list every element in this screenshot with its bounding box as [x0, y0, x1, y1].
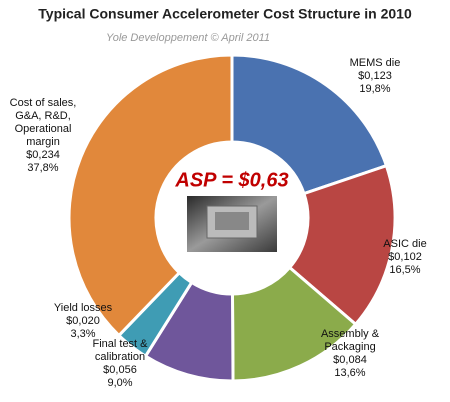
category-label: ASIC die	[383, 238, 427, 250]
cost-label: $0,084	[333, 354, 367, 366]
segment-label: Cost of sales, G&A, R&D, Operational mar…	[1, 97, 85, 175]
segment-label: ASIC die $0,102 16,5%	[370, 238, 440, 277]
value-label: 13,6%	[334, 367, 366, 379]
annotation: ASP = $0,63	[174, 169, 288, 191]
category-label: MEMS die	[349, 57, 401, 69]
value-label: 37,8%	[27, 162, 59, 174]
chart-subtitle: Yole Developpement © April 2011	[106, 32, 270, 44]
segment-label: Final test & calibration $0,056 9,0%	[80, 338, 160, 390]
category-label: Yield losses	[53, 302, 113, 314]
segment	[67, 53, 234, 338]
cost-label: $0,056	[103, 364, 137, 376]
segment	[287, 163, 397, 327]
segment	[230, 53, 389, 196]
value-label: 3,3%	[70, 328, 96, 340]
chip-image	[187, 196, 277, 252]
category-label: Cost of sales, G&A, R&D, Operational mar…	[9, 97, 77, 148]
category-label: Final test & calibration	[92, 338, 148, 363]
cost-label: $0,102	[388, 251, 422, 263]
segment-label: Assembly & Packaging $0,084 13,6%	[313, 328, 388, 380]
chart-title: Typical Consumer Accelerometer Cost Stru…	[38, 6, 412, 22]
value-label: 9,0%	[107, 377, 133, 389]
cost-label: $0,234	[26, 149, 60, 161]
cost-label: $0,020	[66, 315, 100, 327]
category-label: Assembly & Packaging	[320, 328, 380, 353]
segment-label: MEMS die $0,123 19,8%	[335, 57, 415, 96]
segment-label: Yield losses $0,020 3,3%	[48, 302, 118, 341]
value-label: 19,8%	[359, 83, 391, 95]
value-label: 16,5%	[389, 264, 421, 276]
cost-label: $0,123	[358, 70, 392, 82]
segment	[230, 265, 358, 383]
